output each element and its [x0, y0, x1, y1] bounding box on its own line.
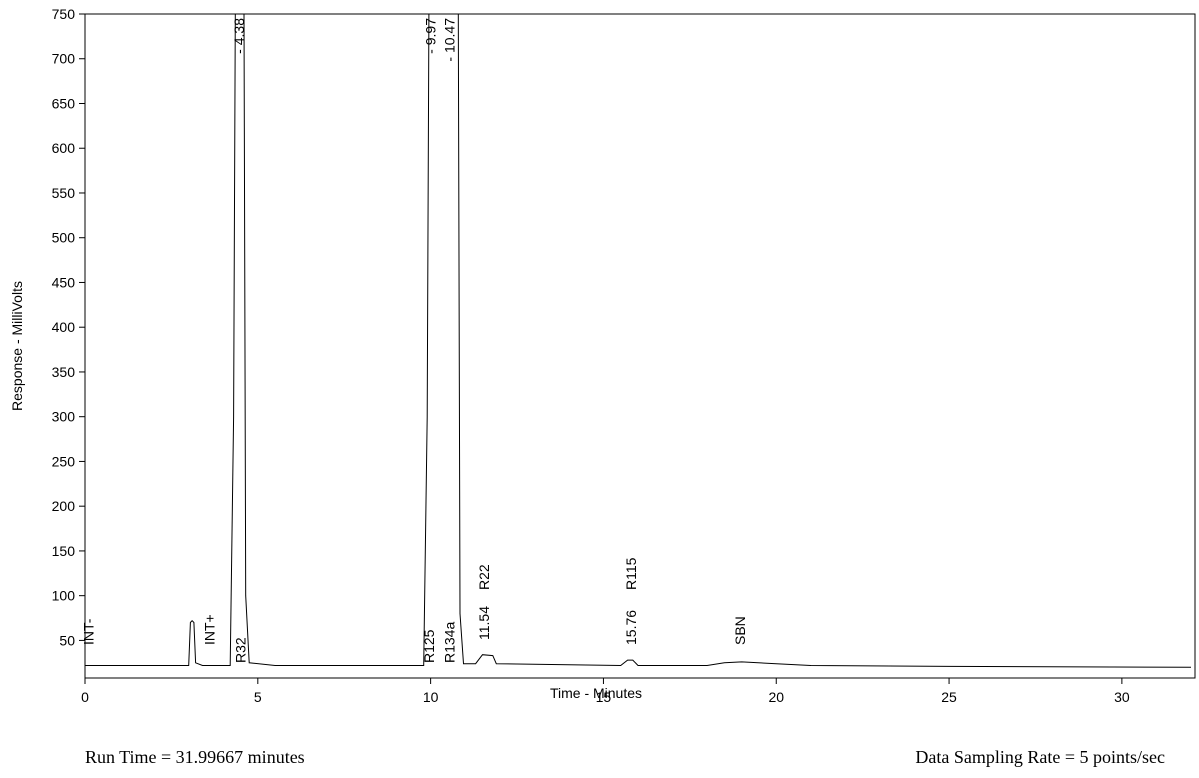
y-tick-label: 450 — [52, 274, 76, 290]
y-tick-label: 50 — [59, 632, 75, 648]
peak-label: R134a — [442, 622, 458, 663]
peak-label: - 4.38 — [231, 18, 247, 54]
x-tick-label: 0 — [81, 689, 89, 705]
footer-left: Run Time = 31.99667 minutes — [85, 747, 305, 767]
peak-label: INT+ — [201, 614, 217, 645]
peak-label: - 9.97 — [423, 18, 439, 54]
x-tick-label: 15 — [596, 689, 612, 705]
y-tick-label: 250 — [52, 453, 76, 469]
x-tick-label: 10 — [423, 689, 439, 705]
x-tick-label: 20 — [768, 689, 784, 705]
x-tick-label: 25 — [941, 689, 957, 705]
x-axis-label: Time - Minutes — [550, 685, 642, 701]
y-tick-label: 300 — [52, 409, 76, 425]
y-tick-label: 100 — [52, 588, 76, 604]
y-tick-label: 350 — [52, 364, 76, 380]
y-tick-label: 400 — [52, 319, 76, 335]
footer-right: Data Sampling Rate = 5 points/sec — [915, 747, 1165, 767]
y-tick-label: 550 — [52, 185, 76, 201]
y-tick-label: 650 — [52, 95, 76, 111]
x-tick-label: 30 — [1114, 689, 1130, 705]
y-tick-label: 150 — [52, 543, 76, 559]
peak-label: R115 — [623, 557, 639, 590]
peak-label: INT- — [81, 618, 97, 645]
peak-label: 15.76 — [623, 610, 639, 645]
peak-label: 11.54 — [476, 606, 492, 640]
peak-label: R125 — [421, 629, 437, 663]
peak-label: - 10.47 — [442, 18, 458, 62]
peak-label: R32 — [233, 637, 249, 663]
trace — [85, 13, 1192, 668]
peak-label: SBN — [732, 616, 748, 645]
plot-frame — [84, 13, 1196, 679]
y-tick-label: 700 — [52, 51, 76, 67]
y-tick-label: 500 — [52, 230, 76, 246]
y-tick-label: 600 — [52, 140, 76, 156]
y-tick-label: 200 — [52, 498, 76, 514]
peak-label: R22 — [476, 564, 492, 590]
y-axis-label: Response - MilliVolts — [9, 281, 25, 411]
y-tick-label: 750 — [52, 6, 76, 22]
x-tick-label: 5 — [254, 689, 262, 705]
